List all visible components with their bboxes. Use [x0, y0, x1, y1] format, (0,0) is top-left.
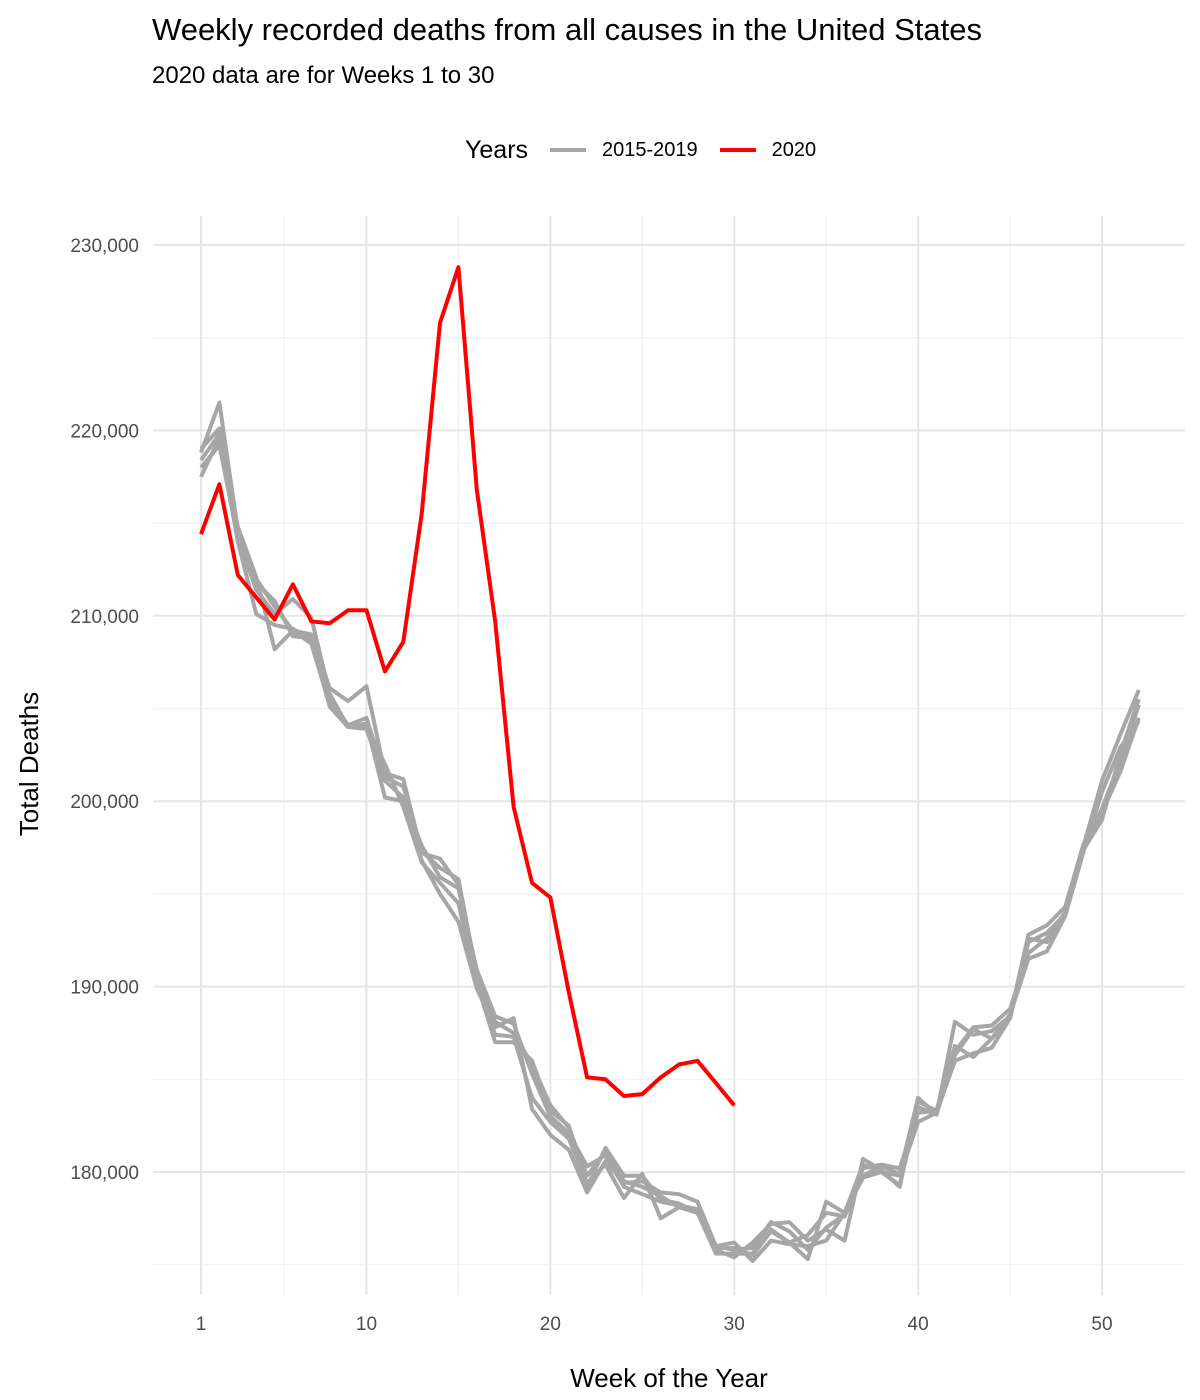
x-axis-title: Week of the Year — [570, 1363, 768, 1393]
x-tick-label: 1 — [196, 1314, 207, 1335]
y-tick-label: 180,000 — [70, 1163, 139, 1184]
legend-item-2020: 2020 — [719, 138, 817, 162]
series-line-2015-2019-3 — [199, 435, 1141, 1256]
legend-item-2015-2019: 2015-2019 — [550, 139, 698, 162]
series-line-2020-5 — [199, 265, 736, 1107]
x-tick-label: 20 — [540, 1314, 561, 1335]
y-tick-label: 210,000 — [70, 607, 139, 628]
chart-subtitle: 2020 data are for Weeks 1 to 30 — [152, 62, 495, 89]
y-tick-label: 200,000 — [70, 792, 139, 813]
legend-label-2020: 2020 — [771, 138, 817, 161]
legend-label-2015-2019: 2015-2019 — [602, 138, 698, 161]
x-tick-label: 30 — [724, 1314, 745, 1335]
grid — [153, 216, 1185, 1295]
legend: Years 2015-2019 2020 — [465, 130, 838, 170]
legend-swatch-2020 — [719, 148, 756, 152]
x-axis-ticks: 1 10 20 30 40 50 — [196, 1314, 1113, 1335]
legend-title: Years — [465, 135, 529, 164]
y-tick-label: 220,000 — [70, 421, 139, 442]
series-layer — [199, 265, 1141, 1263]
x-tick-label: 10 — [356, 1314, 377, 1335]
x-tick-label: 50 — [1091, 1314, 1112, 1335]
series-line-2015-2019-2 — [199, 443, 1141, 1260]
y-tick-label: 230,000 — [70, 236, 139, 257]
chart-title: Weekly recorded deaths from all causes i… — [152, 12, 982, 47]
series-line-2015-2019-4 — [199, 426, 1141, 1263]
legend-swatch-2015-2019 — [550, 148, 587, 152]
y-tick-label: 190,000 — [70, 978, 139, 999]
y-axis-title: Total Deaths — [14, 692, 44, 837]
x-tick-label: 40 — [908, 1314, 929, 1335]
series-line-2015-2019-1 — [199, 432, 1141, 1252]
y-axis-ticks: 180,000 190,000 200,000 210,000 220,000 230,0… — [70, 236, 139, 1184]
series-line-2015-2019-0 — [199, 400, 1141, 1262]
